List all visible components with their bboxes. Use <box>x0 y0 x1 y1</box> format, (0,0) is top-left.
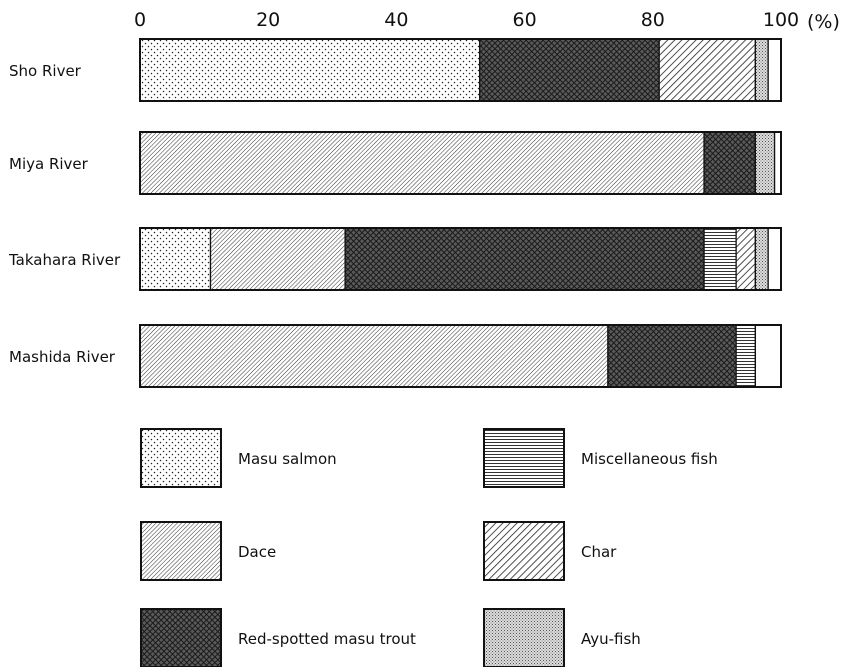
bar-segment <box>703 227 737 291</box>
legend-label: Miscellaneous fish <box>581 450 718 468</box>
legend-item: Ayu-fish <box>483 608 641 667</box>
bar-segment <box>754 227 769 291</box>
bar-row <box>139 324 782 388</box>
bar-segment-remainder <box>767 38 782 102</box>
bar-row <box>139 38 782 102</box>
legend-swatch <box>140 521 222 581</box>
bar-outline <box>139 227 782 291</box>
bar-segment <box>139 38 481 102</box>
bars <box>139 38 782 388</box>
legend-swatch <box>483 521 565 581</box>
bar-row <box>139 131 782 195</box>
category-labels: Sho River Miya River Takahara River Mashida… <box>8 62 121 366</box>
legend-item: Miscellaneous fish <box>483 428 718 488</box>
bar-segment <box>344 227 705 291</box>
legend: Masu salmon Miscellaneous fish Dace Char Red… <box>140 428 718 667</box>
bar-segment <box>735 227 757 291</box>
legend-swatch <box>140 608 222 667</box>
category-label: Miya River <box>9 155 89 173</box>
bar-segment <box>607 324 737 388</box>
legend-swatch <box>483 428 565 488</box>
legend-label: Masu salmon <box>238 450 337 468</box>
bar-row <box>139 227 782 291</box>
bar-segment <box>139 131 705 195</box>
bar-segment-remainder <box>754 324 782 388</box>
x-tick-label: 40 <box>384 9 408 31</box>
bar-segment <box>658 38 757 102</box>
bar-segment <box>703 131 757 195</box>
bar-segment <box>209 227 346 291</box>
x-axis-ticks: 0 20 40 60 80 100 <box>134 9 799 31</box>
x-axis-unit: (%) <box>807 11 840 33</box>
legend-item: Red-spotted masu trout <box>140 608 416 667</box>
legend-label: Ayu-fish <box>581 630 641 648</box>
legend-swatch <box>483 608 565 667</box>
bar-segment <box>754 38 769 102</box>
x-tick-label: 80 <box>641 9 665 31</box>
legend-label: Dace <box>238 543 276 561</box>
legend-label: Red-spotted masu trout <box>238 630 416 648</box>
legend-item: Dace <box>140 521 276 581</box>
x-tick-label: 60 <box>513 9 537 31</box>
legend-item: Masu salmon <box>140 428 337 488</box>
category-label: Takahara River <box>8 251 121 269</box>
legend-label: Char <box>581 543 617 561</box>
x-axis-unit-label: (%) <box>807 11 840 33</box>
legend-item: Char <box>483 521 617 581</box>
bar-segment-remainder <box>767 227 782 291</box>
x-tick-label: 100 <box>763 9 799 31</box>
category-label: Sho River <box>9 62 82 80</box>
legend-swatch <box>140 428 222 488</box>
bar-segment <box>139 227 212 291</box>
bar-segment <box>754 131 776 195</box>
bar-segment <box>139 324 609 388</box>
x-tick-label: 0 <box>134 9 146 31</box>
bar-segment <box>735 324 757 388</box>
bar-outline <box>139 324 782 388</box>
category-label: Mashida River <box>9 348 116 366</box>
bar-segment <box>479 38 660 102</box>
bar-outline <box>139 131 782 195</box>
x-tick-label: 20 <box>256 9 280 31</box>
bar-outline <box>139 38 782 102</box>
